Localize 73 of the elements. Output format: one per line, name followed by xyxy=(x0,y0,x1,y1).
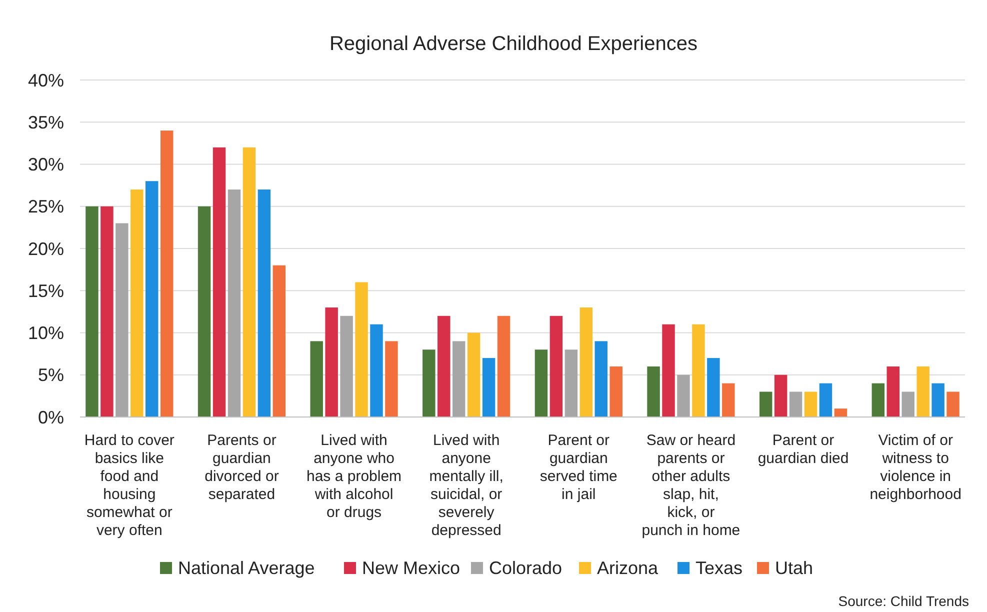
source-note: Source: Child Trends xyxy=(838,593,969,609)
bar xyxy=(677,374,690,417)
bar xyxy=(916,366,930,417)
bar xyxy=(580,307,593,417)
bar xyxy=(198,206,211,417)
bar xyxy=(100,206,114,417)
bar xyxy=(370,324,383,417)
bar xyxy=(385,341,398,417)
y-tick-label: 15% xyxy=(28,280,64,301)
legend-label: National Average xyxy=(178,558,315,578)
bar xyxy=(497,316,510,417)
x-tick-label: Parent or guardian served time in jail xyxy=(540,432,618,503)
bar xyxy=(355,282,368,417)
y-tick-label: 25% xyxy=(28,196,64,217)
y-tick-label: 30% xyxy=(28,154,64,175)
x-tick-label: Hard to cover basics like food and housing somewhat or very often xyxy=(84,432,174,539)
bar xyxy=(789,392,802,417)
y-tick-label: 0% xyxy=(38,407,64,428)
bar xyxy=(422,350,436,417)
bar xyxy=(438,316,450,417)
bar xyxy=(146,181,158,417)
bar xyxy=(872,383,885,417)
bar xyxy=(932,383,944,417)
bar xyxy=(242,147,256,417)
bar xyxy=(452,341,466,417)
x-tick-label: Saw or heard parents or other adults slap, hit, kick, or punch in home xyxy=(642,432,740,539)
bar xyxy=(722,383,735,417)
legend-label: Colorado xyxy=(489,558,562,578)
bar xyxy=(564,350,578,417)
bar xyxy=(258,190,271,417)
bar xyxy=(130,190,144,417)
x-tick-label: Parent or guardian died xyxy=(758,432,849,467)
bar xyxy=(116,223,128,417)
bar xyxy=(550,316,563,417)
y-tick-label: 40% xyxy=(28,70,64,90)
bar xyxy=(662,324,675,417)
bar xyxy=(594,341,608,417)
bar xyxy=(946,392,960,417)
x-tick-label: Lived with anyone mentally ill, suicidal, or severely depressed xyxy=(429,432,504,539)
bar xyxy=(325,307,338,417)
legend-label: Texas xyxy=(696,558,743,578)
bar xyxy=(759,392,772,417)
bar xyxy=(272,265,286,417)
legend-label: Utah xyxy=(775,558,814,578)
bar xyxy=(902,392,914,417)
chart-title: Regional Adverse Childhood Experiences xyxy=(329,33,698,55)
y-tick-label: 10% xyxy=(28,323,64,344)
bar xyxy=(86,206,98,417)
bar xyxy=(834,408,848,417)
y-tick-label: 5% xyxy=(38,365,64,386)
y-tick-label: 35% xyxy=(28,112,64,132)
bar xyxy=(804,392,818,417)
bar xyxy=(228,190,241,417)
bar xyxy=(886,366,900,417)
bar xyxy=(692,324,705,417)
bar xyxy=(340,316,353,417)
bar xyxy=(610,366,622,417)
x-tick-label: Victim of or witness to violence in neighborhood xyxy=(870,432,962,503)
bar xyxy=(467,332,480,417)
legend-label: New Mexico xyxy=(362,558,460,578)
x-tick-label: Parents or guardian divorced or separated xyxy=(204,432,279,503)
legend-label: Arizona xyxy=(597,558,660,578)
bar xyxy=(774,374,788,417)
bar xyxy=(534,350,548,417)
bar xyxy=(160,130,174,417)
bar xyxy=(482,358,496,417)
bar xyxy=(310,341,323,417)
bar xyxy=(647,366,660,417)
bar xyxy=(819,383,832,417)
bar xyxy=(707,358,720,417)
x-tick-label: Lived with anyone who has a problem with alcohol or drugs xyxy=(306,432,402,521)
bar xyxy=(212,147,226,417)
y-tick-label: 20% xyxy=(28,238,64,259)
